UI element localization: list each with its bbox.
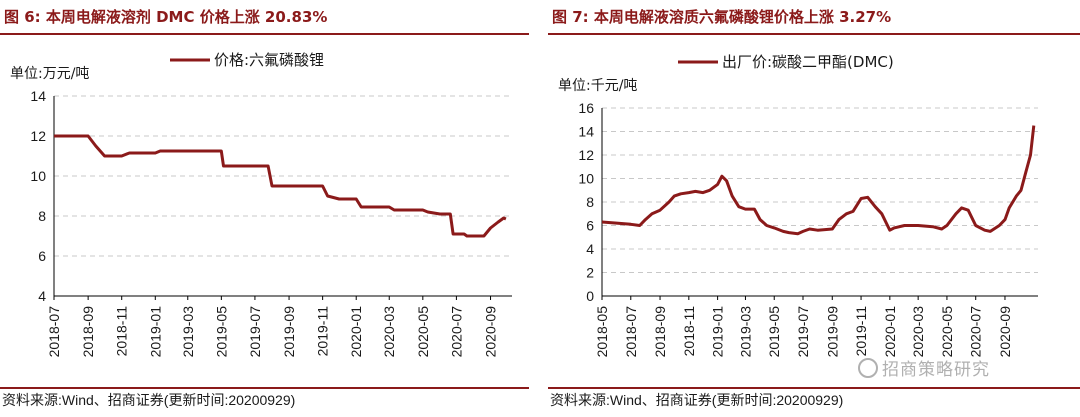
y-tick-label: 16	[578, 100, 594, 116]
x-tick-label: 2020-09	[997, 306, 1013, 358]
x-tick-label: 2020-01	[348, 306, 364, 358]
x-tick-label: 2020-03	[381, 306, 397, 358]
x-tick-label: 2019-01	[147, 306, 163, 358]
x-tick-label: 2020-05	[415, 306, 431, 358]
x-tick-label: 2018-09	[80, 306, 96, 358]
x-tick-label: 2020-03	[910, 306, 926, 358]
chart-title: 图 6: 本周电解液溶剂 DMC 价格上涨 20.83%	[4, 8, 328, 26]
source-note: 资料来源:Wind、招商证券(更新时间:20200929)	[550, 392, 844, 408]
y-tick-label: 14	[578, 124, 594, 140]
title-divider	[0, 33, 529, 35]
x-tick-label: 2018-05	[594, 306, 610, 358]
source-divider	[548, 387, 1080, 389]
y-tick-label: 14	[30, 88, 46, 104]
x-tick-label: 2019-05	[213, 306, 229, 358]
legend-label: 价格:六氟磷酸锂	[214, 51, 324, 69]
y-tick-label: 6	[38, 248, 46, 264]
y-tick-label: 10	[30, 168, 46, 184]
y-tick-label: 12	[30, 128, 46, 144]
y-tick-label: 2	[586, 265, 594, 281]
x-tick-label: 2019-09	[281, 306, 297, 358]
x-tick-label: 2019-05	[766, 306, 782, 358]
line-chart-lipf6: 单位:千元/吨 0 2 4 6 8 10 12 14 16 2018-05 2018-07 2018-0…	[558, 53, 1038, 358]
x-tick-label: 2018-09	[652, 306, 668, 358]
watermark: 招商策略研究	[858, 355, 990, 380]
x-tick-label: 2018-11	[114, 306, 130, 357]
title-divider	[548, 33, 1080, 35]
y-axis-unit-label: 单位:万元/吨	[10, 66, 89, 82]
y-tick-label: 4	[586, 241, 594, 257]
wechat-icon	[858, 358, 878, 378]
x-tick-label: 2019-11	[315, 306, 331, 357]
y-tick-label: 0	[586, 288, 594, 304]
x-tick-label: 2020-09	[483, 306, 499, 358]
source-note: 资料来源:Wind、招商证券(更新时间:20200929)	[2, 392, 296, 408]
x-tick-label: 2019-11	[853, 306, 869, 357]
legend-label: 出厂价:碳酸二甲酯(DMC)	[722, 53, 894, 71]
x-tick-label: 2018-11	[681, 306, 697, 357]
x-tick-label: 2020-07	[968, 306, 984, 358]
line-chart-dmc: 单位:万元/吨 4 6 8 10 12 14 2018-07 2018-09 2018-11 201…	[10, 51, 512, 358]
x-tick-label: 2018-07	[46, 306, 62, 358]
x-tick-label: 2020-05	[939, 306, 955, 358]
series-line	[601, 125, 1036, 236]
y-tick-label: 8	[38, 208, 46, 224]
y-tick-label: 10	[578, 171, 594, 187]
y-tick-label: 6	[586, 218, 594, 234]
x-tick-label: 2019-07	[247, 306, 263, 358]
x-tick-label: 2019-01	[710, 306, 726, 358]
y-axis-unit-label: 单位:千元/吨	[558, 78, 637, 94]
y-tick-label: 12	[578, 147, 594, 163]
x-tick-label: 2018-07	[623, 306, 639, 358]
y-tick-label: 4	[38, 288, 46, 304]
series-line	[54, 134, 507, 238]
x-tick-label: 2019-07	[795, 306, 811, 358]
chart-panel-right: 图 7: 本周电解液溶质六氟磷酸锂价格上涨 3.27% 单位:千元/吨 0 2 4 6 8…	[548, 0, 1080, 408]
watermark-text: 招商策略研究	[882, 360, 990, 380]
x-tick-label: 2019-03	[180, 306, 196, 358]
source-divider	[0, 387, 529, 389]
x-tick-label: 2019-09	[824, 306, 840, 358]
x-tick-label: 2019-03	[737, 306, 753, 358]
chart-title: 图 7: 本周电解液溶质六氟磷酸锂价格上涨 3.27%	[552, 8, 892, 26]
x-tick-label: 2020-07	[448, 306, 464, 358]
x-tick-label: 2020-01	[882, 306, 898, 358]
y-tick-label: 8	[586, 194, 594, 210]
chart-panel-left: 图 6: 本周电解液溶剂 DMC 价格上涨 20.83% 单位:万元/吨 4 6 8 1…	[0, 0, 529, 408]
